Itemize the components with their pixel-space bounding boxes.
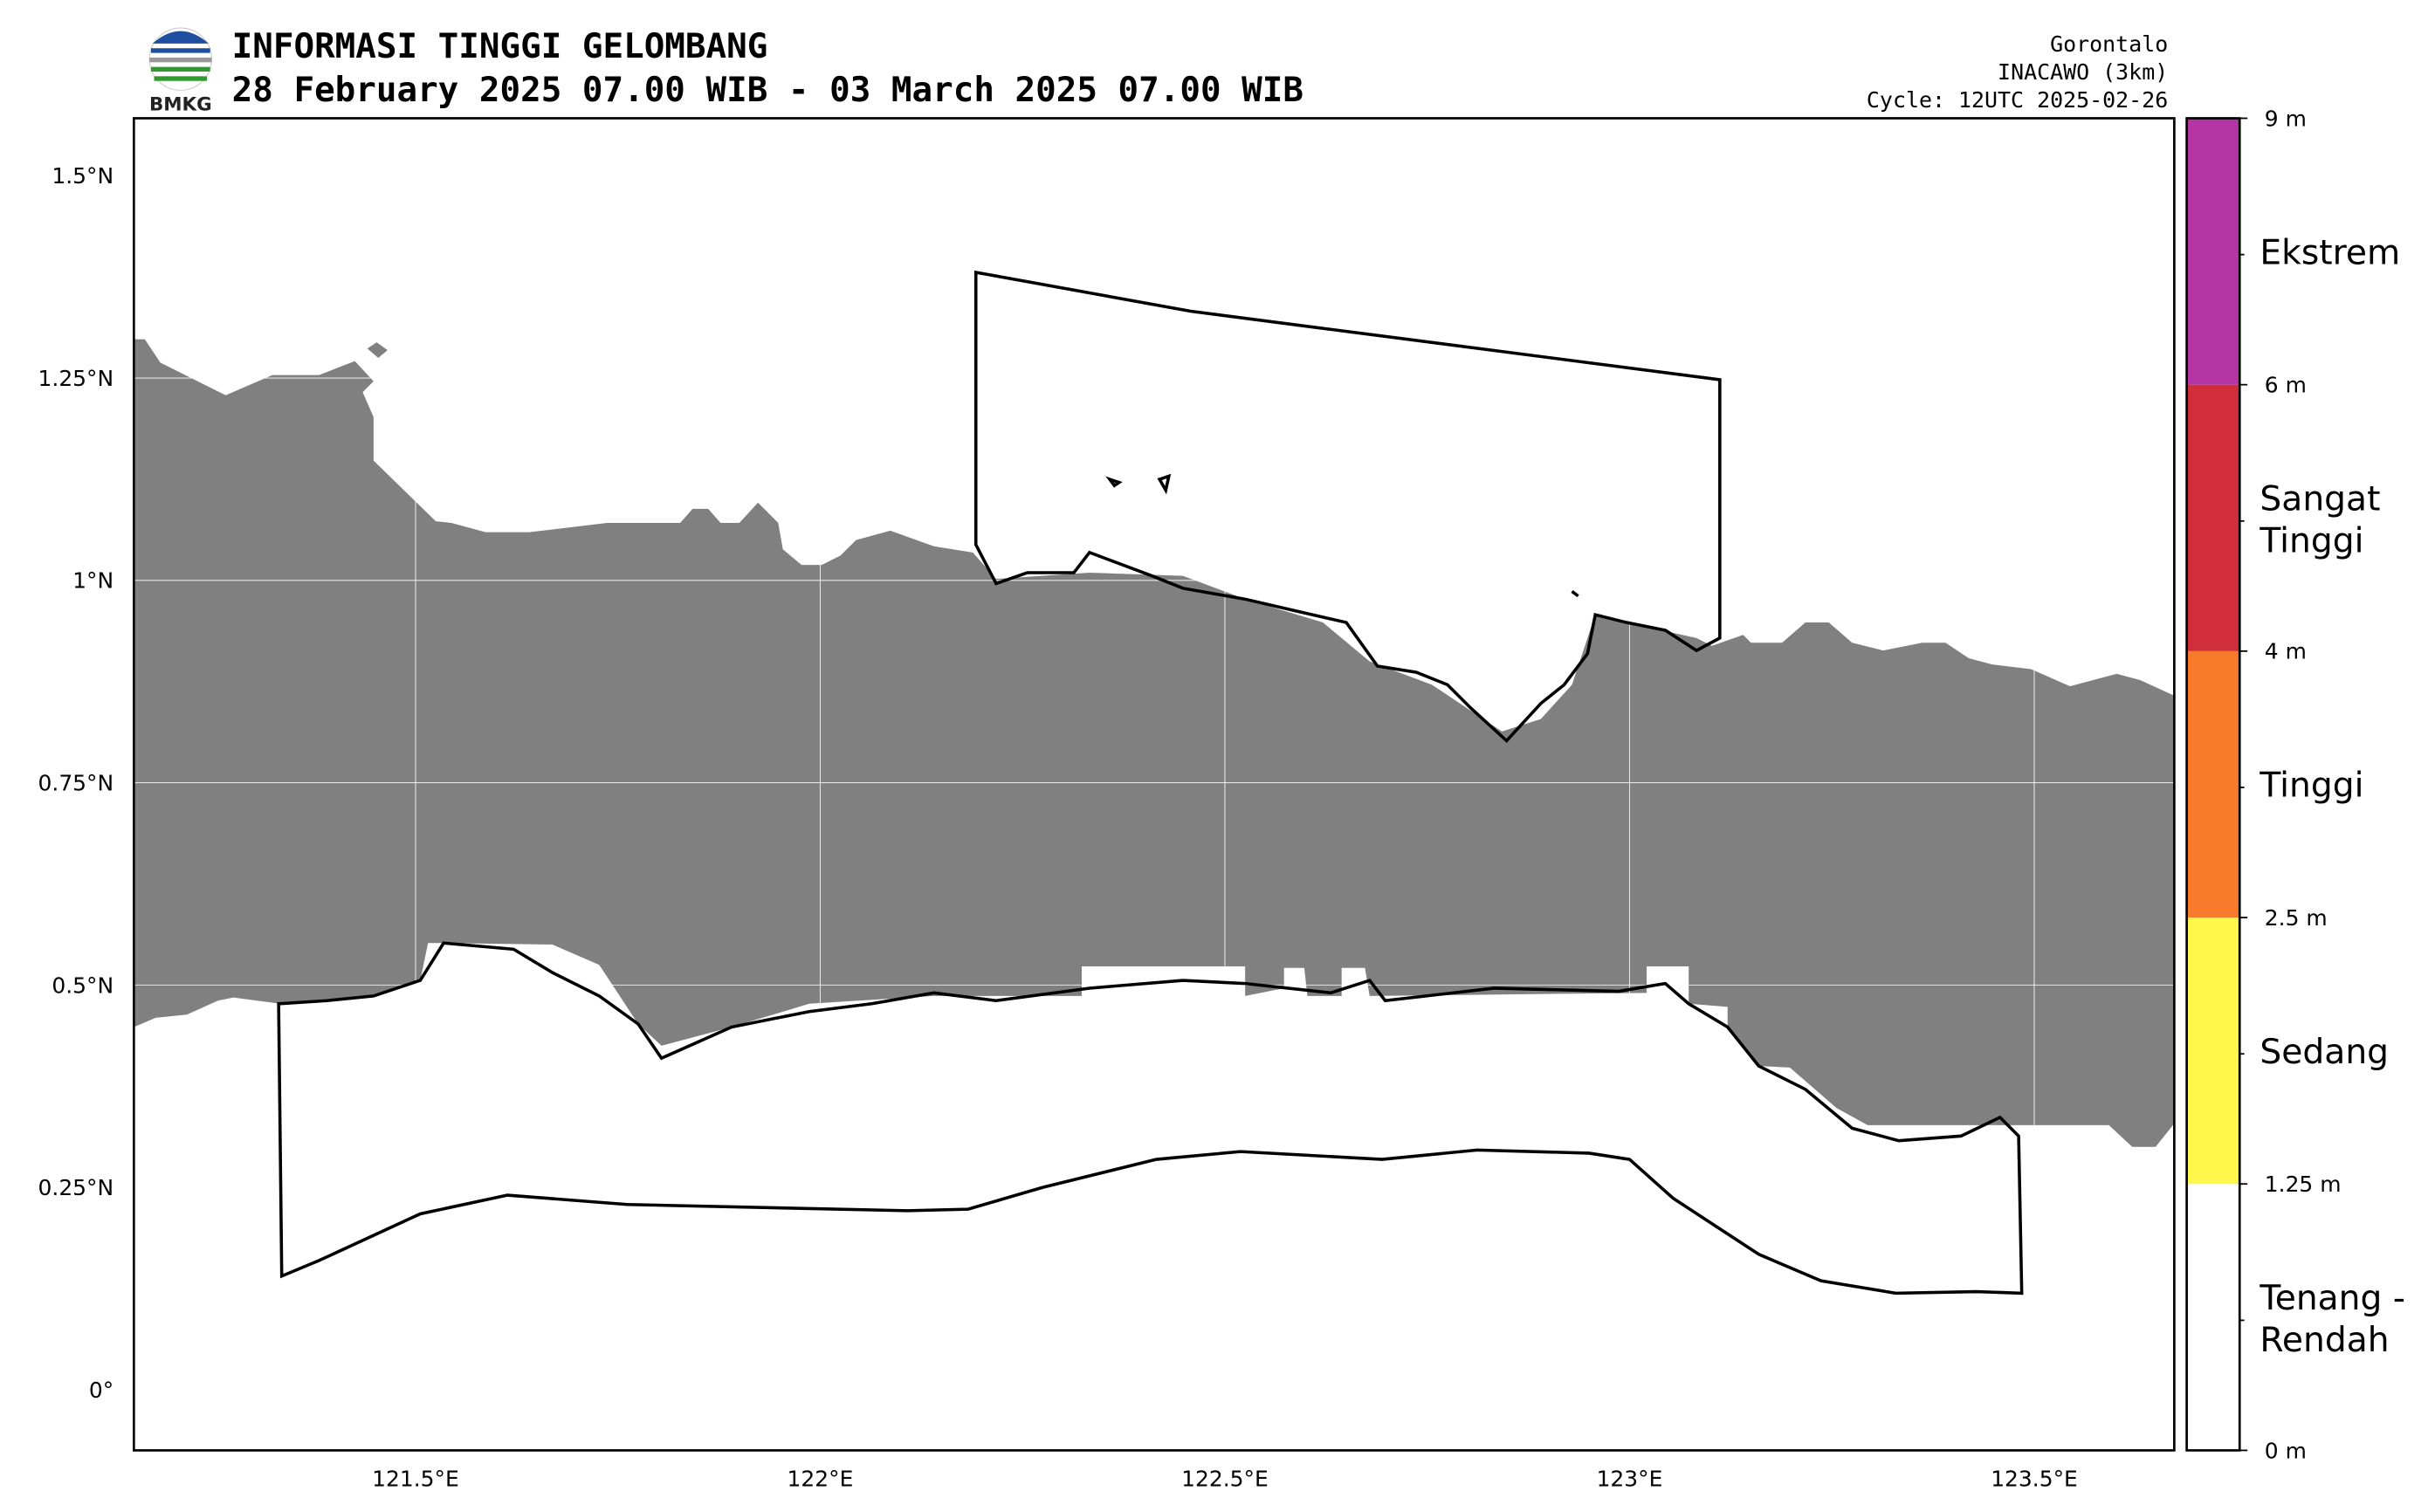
colorbar-class-label: Sangat Tinggi	[2259, 479, 2380, 560]
region: Gorontalo	[2050, 31, 2168, 57]
area-outline-south	[277, 941, 2024, 1296]
colorbar-class-label: Ekstrem	[2259, 233, 2400, 272]
lat-tick-label: 1.25°N	[38, 366, 114, 391]
colorbar-segment	[2186, 118, 2240, 385]
colorbar-class-label: Tenang -Rendah	[2259, 1279, 2405, 1360]
axes: 121.5°E 122°E 122.5°E 123°E 123.5°E 0° 0.25°N 0…	[38, 163, 2078, 1491]
colorbar-tick-label: 1.25 m	[2265, 1172, 2342, 1197]
lon-tick-label: 121.5°E	[372, 1466, 459, 1491]
lat-tick-label: 1°N	[72, 568, 113, 594]
lon-tick-label: 123°E	[1597, 1466, 1663, 1491]
area-outline-north	[973, 270, 1722, 744]
colorbar-class-label: Sedang	[2259, 1033, 2389, 1072]
lat-tick-label: 0°	[89, 1378, 113, 1403]
map-body	[134, 118, 2175, 1451]
lat-tick-label: 1.5°N	[52, 163, 113, 189]
colorbar-class-label: Tinggi	[2259, 766, 2363, 806]
subtitle: 28 February 2025 07.00 WIB - 03 March 20…	[232, 71, 1303, 110]
colorbar-class-line: Ekstrem	[2259, 233, 2400, 272]
colorbar-class-line: Rendah	[2259, 1321, 2389, 1360]
colorbar-class-line: Sangat	[2259, 479, 2380, 519]
colorbar-class-line: Tinggi	[2259, 521, 2363, 560]
graticule	[134, 118, 2175, 1451]
lat-tick-label: 0.25°N	[38, 1175, 114, 1200]
lon-tick-label: 122.5°E	[1181, 1466, 1269, 1491]
logo-text: BMKG	[149, 94, 212, 116]
colorbar-tick-label: 4 m	[2265, 639, 2307, 664]
lon-tick-label: 122°E	[788, 1466, 854, 1491]
colorbar-class-line: Tinggi	[2259, 766, 2363, 806]
lon-tick-label: 123.5°E	[1991, 1466, 2078, 1491]
colorbar-frame	[2185, 117, 2241, 1452]
colorbar-segment	[2186, 650, 2240, 918]
colorbar-class-line: Sedang	[2259, 1033, 2389, 1072]
colorbar-segment	[2186, 1184, 2240, 1451]
colorbar-tick-label: 0 m	[2265, 1438, 2307, 1463]
sea-area	[134, 339, 2175, 1147]
colorbar-tick-label: 6 m	[2265, 373, 2307, 398]
colorbar-segment	[2186, 918, 2240, 1185]
lat-tick-label: 0.5°N	[52, 972, 113, 998]
logo: BMKG	[148, 27, 213, 116]
title: INFORMASI TINGGI GELOMBANG	[232, 27, 768, 66]
colorbar-class-line: Tenang -	[2259, 1279, 2405, 1318]
cycle: Cycle: 12UTC 2025-02-26	[1867, 87, 2168, 113]
colorbar-tick-label: 2.5 m	[2265, 905, 2328, 931]
model: INACAWO (3km)	[1998, 59, 2168, 85]
lat-tick-label: 0.75°N	[38, 771, 114, 796]
colorbar-segment	[2186, 384, 2240, 651]
map-frame	[133, 117, 2176, 1452]
colorbar-tick-label: 9 m	[2265, 106, 2307, 131]
